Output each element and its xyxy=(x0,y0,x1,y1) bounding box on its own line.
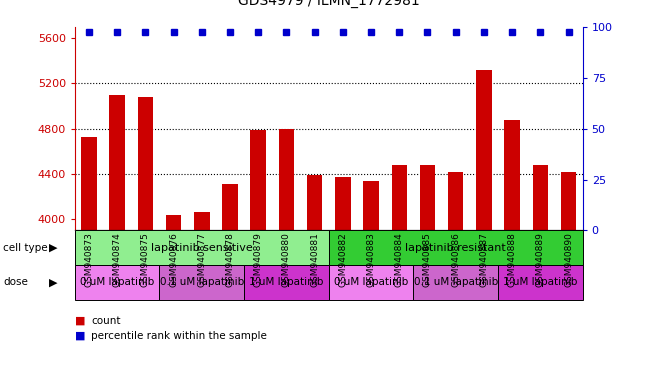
Bar xyxy=(561,172,576,384)
Bar xyxy=(137,97,153,384)
Text: ■: ■ xyxy=(75,331,85,341)
Bar xyxy=(194,212,210,384)
Bar xyxy=(505,119,520,384)
Bar xyxy=(307,175,322,384)
Text: GSM940890: GSM940890 xyxy=(564,232,573,287)
Text: GSM940885: GSM940885 xyxy=(423,232,432,287)
Text: GSM940888: GSM940888 xyxy=(508,232,517,287)
Text: 1 uM lapatinib: 1 uM lapatinib xyxy=(249,277,324,287)
Text: 0.1 uM lapatinib: 0.1 uM lapatinib xyxy=(413,277,498,287)
Bar xyxy=(222,184,238,384)
Text: GSM940882: GSM940882 xyxy=(339,232,348,287)
Text: 0 uM lapatinib: 0 uM lapatinib xyxy=(80,277,154,287)
Bar xyxy=(335,177,351,384)
Text: 0 uM lapatinib: 0 uM lapatinib xyxy=(334,277,408,287)
Text: GSM940879: GSM940879 xyxy=(254,232,263,287)
Text: 0.1 uM lapatinib: 0.1 uM lapatinib xyxy=(159,277,244,287)
Text: ■: ■ xyxy=(75,316,85,326)
Text: 1 uM lapatinib: 1 uM lapatinib xyxy=(503,277,577,287)
Bar xyxy=(448,172,464,384)
Text: GSM940873: GSM940873 xyxy=(85,232,94,287)
Text: GSM940878: GSM940878 xyxy=(225,232,234,287)
Text: ▶: ▶ xyxy=(49,243,58,253)
Bar xyxy=(391,165,407,384)
Text: GSM940875: GSM940875 xyxy=(141,232,150,287)
Bar xyxy=(251,130,266,384)
Bar xyxy=(476,70,492,384)
Bar xyxy=(166,215,182,384)
Text: GSM940881: GSM940881 xyxy=(310,232,319,287)
Bar xyxy=(81,137,97,384)
Bar xyxy=(109,95,125,384)
Text: GSM940889: GSM940889 xyxy=(536,232,545,287)
Bar xyxy=(533,165,548,384)
Text: GSM940884: GSM940884 xyxy=(395,232,404,287)
Text: lapatinib sensitive: lapatinib sensitive xyxy=(151,243,253,253)
Text: cell type: cell type xyxy=(3,243,48,253)
Text: count: count xyxy=(91,316,120,326)
Text: GSM940887: GSM940887 xyxy=(479,232,488,287)
Text: GSM940874: GSM940874 xyxy=(113,232,122,287)
Text: GSM940876: GSM940876 xyxy=(169,232,178,287)
Text: lapatinib resistant: lapatinib resistant xyxy=(406,243,506,253)
Text: GSM940886: GSM940886 xyxy=(451,232,460,287)
Text: GSM940877: GSM940877 xyxy=(197,232,206,287)
Text: dose: dose xyxy=(3,277,28,287)
Bar xyxy=(279,129,294,384)
Text: ▶: ▶ xyxy=(49,277,58,287)
Text: GDS4979 / ILMN_1772981: GDS4979 / ILMN_1772981 xyxy=(238,0,420,8)
Text: GSM940880: GSM940880 xyxy=(282,232,291,287)
Text: GSM940883: GSM940883 xyxy=(367,232,376,287)
Text: percentile rank within the sample: percentile rank within the sample xyxy=(91,331,267,341)
Bar xyxy=(420,165,436,384)
Bar xyxy=(363,180,379,384)
